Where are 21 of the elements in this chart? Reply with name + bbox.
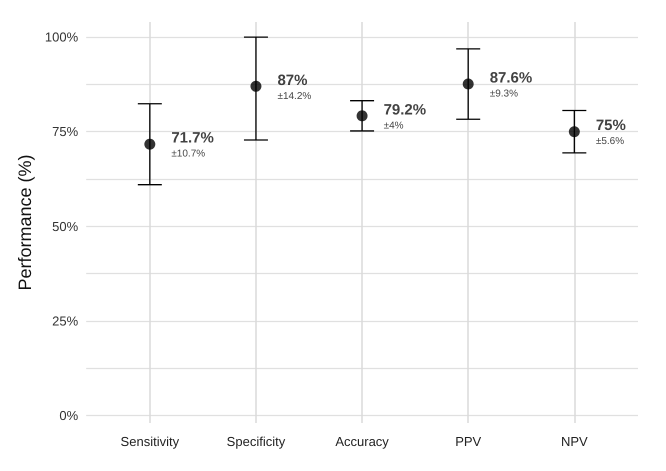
y-tick-label: 75% xyxy=(52,124,79,140)
y-tick-label: 25% xyxy=(52,313,79,328)
point xyxy=(462,78,474,90)
point xyxy=(568,126,580,138)
y-tick-label: 100% xyxy=(44,30,79,45)
point xyxy=(356,110,368,122)
data-label: 79.2% ±4% xyxy=(384,101,426,132)
data-label: 87% ±14.2% xyxy=(277,72,312,102)
data-label: 71.7% ±10.7% xyxy=(171,130,214,160)
x-tick-label: NPV xyxy=(560,434,588,449)
point xyxy=(144,138,156,150)
y-tick-label: 0% xyxy=(59,408,79,423)
y-axis-title: Performance (%) xyxy=(15,154,35,291)
data-label: 87.6% ±9.3% xyxy=(490,70,532,100)
x-tick-label: PPV xyxy=(455,434,482,449)
point xyxy=(250,80,262,92)
x-tick-label: Sensitivity xyxy=(120,434,180,449)
data-label: 75% ±5.6% xyxy=(596,117,626,148)
y-tick-label: 50% xyxy=(52,218,79,234)
x-tick-label: Specificity xyxy=(226,434,286,449)
x-tick-label: Accuracy xyxy=(335,434,390,449)
